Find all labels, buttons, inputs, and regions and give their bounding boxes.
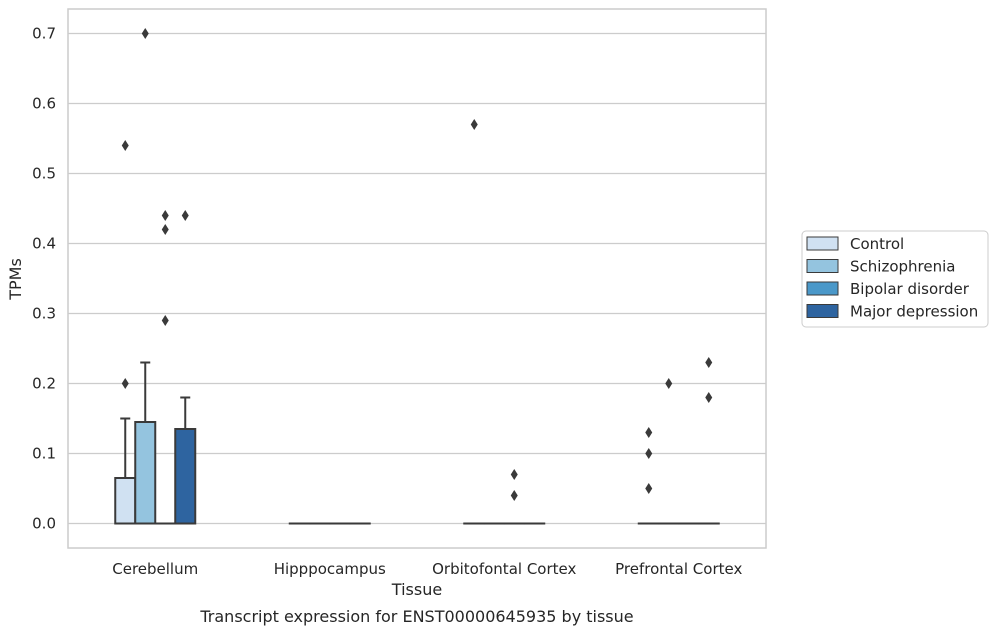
x-tick-labels: Cerebellum Hipppocampus Orbitofontal Corte… [112, 560, 742, 578]
legend: Control Schizophrenia Bipolar disorder Majo… [801, 230, 989, 328]
legend-label: Bipolar disorder [850, 280, 970, 298]
outlier-marker [645, 483, 653, 494]
outlier-marker [161, 224, 169, 235]
outlier-marker [161, 315, 169, 326]
legend-entries: Control Schizophrenia Bipolar disorder Majo… [806, 235, 978, 321]
outlier-marker [161, 210, 169, 221]
x-tick-label: Prefrontal Cortex [615, 560, 742, 578]
boxes-layer [114, 28, 720, 525]
box-group [697, 357, 720, 525]
outlier-marker [181, 210, 189, 221]
outlier-marker [141, 28, 149, 39]
box [134, 421, 157, 525]
outlier-marker [645, 448, 653, 459]
legend-frame [801, 230, 989, 328]
box [114, 477, 137, 525]
legend-label: Schizophrenia [850, 258, 955, 276]
y-axis-title: TPMs [6, 258, 25, 301]
outlier-marker [121, 140, 129, 151]
outlier-marker [705, 392, 713, 403]
y-tick-label: 0.4 [32, 235, 56, 253]
x-tick-label: Orbitofontal Cortex [432, 560, 576, 578]
y-tick-label: 0.2 [32, 375, 56, 393]
x-tick-label: Cerebellum [112, 560, 198, 578]
y-tick-label: 0.0 [32, 515, 56, 533]
box-group [134, 28, 157, 525]
outlier-marker [705, 357, 713, 368]
y-tick-label: 0.5 [32, 165, 56, 183]
plot-area [67, 8, 767, 549]
box-group [174, 210, 197, 525]
y-tick-label: 0.7 [32, 25, 56, 43]
legend-label: Control [850, 235, 904, 253]
box-group [154, 210, 177, 525]
legend-swatch [806, 304, 839, 318]
chart-caption: Transcript expression for ENST0000064593… [199, 607, 633, 626]
box-group [114, 140, 137, 525]
legend-label: Major depression [850, 303, 978, 321]
legend-swatch [806, 236, 839, 251]
outlier-marker [470, 119, 478, 130]
x-axis-title: Tissue [391, 580, 442, 599]
x-tick-label: Hipppocampus [274, 560, 386, 578]
plot-background [68, 9, 766, 548]
outlier-marker [121, 378, 129, 389]
outlier-marker [510, 469, 518, 480]
box-group [463, 119, 486, 525]
plot-frame [67, 8, 767, 549]
outlier-marker [645, 427, 653, 438]
legend-swatch [806, 281, 839, 296]
box [174, 428, 197, 525]
y-tick-labels: 0.0 0.1 0.2 0.3 0.4 0.5 0.6 0.7 [32, 25, 56, 533]
outlier-marker [665, 378, 673, 389]
y-tick-label: 0.3 [32, 305, 56, 323]
y-tick-label: 0.6 [32, 95, 56, 113]
outlier-marker [510, 490, 518, 501]
y-tick-label: 0.1 [32, 445, 56, 463]
legend-swatch [806, 259, 839, 273]
box-group [637, 427, 660, 525]
